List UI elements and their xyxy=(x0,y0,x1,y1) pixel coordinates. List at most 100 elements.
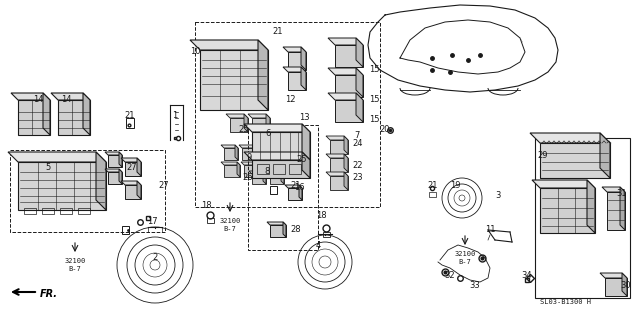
Polygon shape xyxy=(622,273,627,296)
Polygon shape xyxy=(51,93,90,100)
Polygon shape xyxy=(108,155,122,167)
Bar xyxy=(10,150,165,232)
Polygon shape xyxy=(540,188,595,233)
Polygon shape xyxy=(270,174,284,184)
Polygon shape xyxy=(257,162,260,177)
Polygon shape xyxy=(330,158,348,172)
Text: 17: 17 xyxy=(147,218,158,227)
Text: 33: 33 xyxy=(470,281,480,290)
Text: 26: 26 xyxy=(242,173,253,182)
Text: FR.: FR. xyxy=(40,289,58,299)
Polygon shape xyxy=(266,114,270,132)
Polygon shape xyxy=(267,222,286,225)
Text: 21: 21 xyxy=(291,180,301,189)
Polygon shape xyxy=(335,100,363,122)
Text: 14: 14 xyxy=(33,95,43,105)
Polygon shape xyxy=(11,93,50,100)
Text: 32100: 32100 xyxy=(454,251,475,257)
Text: 31: 31 xyxy=(617,188,627,197)
Bar xyxy=(207,218,214,223)
Polygon shape xyxy=(137,158,141,176)
Text: 29: 29 xyxy=(538,150,548,159)
Polygon shape xyxy=(244,165,260,177)
Polygon shape xyxy=(125,162,141,176)
Text: 22: 22 xyxy=(353,162,363,171)
Polygon shape xyxy=(252,174,266,184)
Polygon shape xyxy=(288,52,306,70)
Bar xyxy=(535,138,630,298)
Polygon shape xyxy=(299,185,302,200)
Text: 8: 8 xyxy=(264,167,270,177)
Polygon shape xyxy=(249,171,266,174)
Polygon shape xyxy=(119,152,122,167)
Bar xyxy=(270,186,277,194)
Polygon shape xyxy=(600,273,627,278)
Text: 5: 5 xyxy=(45,164,50,172)
Polygon shape xyxy=(620,187,625,230)
Polygon shape xyxy=(328,38,363,45)
Bar xyxy=(60,208,72,214)
Bar xyxy=(42,208,54,214)
Polygon shape xyxy=(368,5,558,92)
Polygon shape xyxy=(288,72,306,90)
Text: 9: 9 xyxy=(246,154,251,163)
Text: 25: 25 xyxy=(239,125,249,134)
Polygon shape xyxy=(58,100,90,135)
Polygon shape xyxy=(326,154,348,158)
Polygon shape xyxy=(221,162,240,165)
Polygon shape xyxy=(281,171,284,184)
Text: B-7: B-7 xyxy=(459,259,471,265)
Text: 32100: 32100 xyxy=(219,218,241,224)
Text: 10: 10 xyxy=(189,47,200,57)
Text: 32: 32 xyxy=(445,270,456,279)
Polygon shape xyxy=(121,181,141,185)
Text: 14: 14 xyxy=(61,95,71,105)
Text: 19: 19 xyxy=(450,180,460,189)
Text: 21: 21 xyxy=(125,110,135,119)
Polygon shape xyxy=(8,152,106,162)
Polygon shape xyxy=(285,185,302,188)
Polygon shape xyxy=(96,152,106,210)
Polygon shape xyxy=(244,152,310,160)
Bar xyxy=(78,208,90,214)
Polygon shape xyxy=(288,188,302,200)
Text: 21: 21 xyxy=(427,180,438,189)
Polygon shape xyxy=(224,165,240,177)
Polygon shape xyxy=(302,152,310,178)
Polygon shape xyxy=(18,162,106,210)
Polygon shape xyxy=(252,160,310,178)
Polygon shape xyxy=(237,162,240,177)
Polygon shape xyxy=(105,152,122,155)
Text: 4: 4 xyxy=(315,241,321,250)
Text: SL03-B1300 H: SL03-B1300 H xyxy=(540,299,591,305)
Polygon shape xyxy=(137,181,141,199)
Polygon shape xyxy=(602,187,625,192)
Text: 27: 27 xyxy=(159,180,169,189)
Polygon shape xyxy=(600,133,610,178)
Polygon shape xyxy=(301,67,306,90)
Text: 32100: 32100 xyxy=(64,258,85,264)
Polygon shape xyxy=(257,145,274,148)
Polygon shape xyxy=(121,158,141,162)
Polygon shape xyxy=(283,47,306,52)
Polygon shape xyxy=(244,124,310,132)
Polygon shape xyxy=(125,185,141,199)
Polygon shape xyxy=(330,176,348,190)
Bar xyxy=(122,226,129,234)
Polygon shape xyxy=(252,118,270,132)
Polygon shape xyxy=(18,100,50,135)
Polygon shape xyxy=(607,192,625,230)
Polygon shape xyxy=(530,133,610,143)
Text: 24: 24 xyxy=(353,139,363,148)
Polygon shape xyxy=(248,114,270,118)
Polygon shape xyxy=(356,93,363,122)
Text: 15: 15 xyxy=(369,66,379,75)
Polygon shape xyxy=(190,40,268,50)
Polygon shape xyxy=(587,180,595,233)
Polygon shape xyxy=(335,75,363,97)
Polygon shape xyxy=(330,140,348,154)
Polygon shape xyxy=(252,132,310,160)
Bar xyxy=(273,164,285,174)
Polygon shape xyxy=(302,124,310,160)
Bar xyxy=(323,232,330,237)
